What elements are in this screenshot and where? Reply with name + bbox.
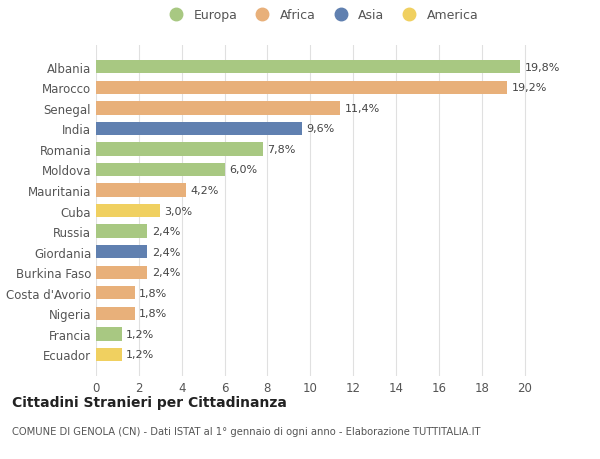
- Text: 7,8%: 7,8%: [268, 145, 296, 155]
- Bar: [96, 266, 148, 280]
- Bar: [96, 348, 122, 361]
- Text: 2,4%: 2,4%: [152, 268, 180, 278]
- Text: 19,2%: 19,2%: [512, 83, 547, 93]
- Text: 11,4%: 11,4%: [344, 104, 380, 113]
- Text: Cittadini Stranieri per Cittadinanza: Cittadini Stranieri per Cittadinanza: [12, 395, 287, 409]
- Text: 2,4%: 2,4%: [152, 227, 180, 237]
- Bar: [96, 307, 134, 320]
- Bar: [96, 81, 508, 95]
- Text: 1,2%: 1,2%: [126, 350, 154, 360]
- Text: 1,8%: 1,8%: [139, 288, 167, 298]
- Bar: [96, 225, 148, 238]
- Bar: [96, 163, 224, 177]
- Text: 6,0%: 6,0%: [229, 165, 257, 175]
- Bar: [96, 61, 520, 74]
- Bar: [96, 204, 160, 218]
- Bar: [96, 123, 302, 136]
- Text: 9,6%: 9,6%: [306, 124, 334, 134]
- Text: 1,2%: 1,2%: [126, 329, 154, 339]
- Bar: [96, 143, 263, 156]
- Bar: [96, 286, 134, 300]
- Text: 1,8%: 1,8%: [139, 309, 167, 319]
- Bar: [96, 184, 186, 197]
- Bar: [96, 102, 340, 115]
- Bar: [96, 328, 122, 341]
- Text: 3,0%: 3,0%: [164, 206, 193, 216]
- Legend: Europa, Africa, Asia, America: Europa, Africa, Asia, America: [163, 9, 479, 22]
- Text: 4,2%: 4,2%: [190, 185, 218, 196]
- Text: 19,8%: 19,8%: [524, 62, 560, 73]
- Text: COMUNE DI GENOLA (CN) - Dati ISTAT al 1° gennaio di ogni anno - Elaborazione TUT: COMUNE DI GENOLA (CN) - Dati ISTAT al 1°…: [12, 426, 481, 436]
- Bar: [96, 246, 148, 259]
- Text: 2,4%: 2,4%: [152, 247, 180, 257]
